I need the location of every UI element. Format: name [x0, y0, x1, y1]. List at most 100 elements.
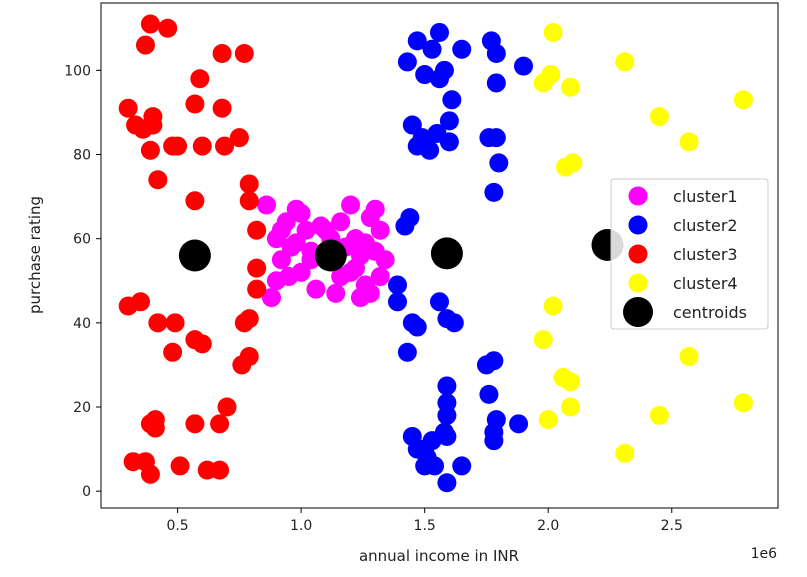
cluster3-point-5	[212, 44, 232, 63]
cluster3-point-6	[118, 98, 138, 118]
x-tick-label-0: 0.5	[166, 518, 188, 534]
cluster4-point-5	[733, 90, 753, 110]
cluster4-point-9	[563, 153, 583, 173]
cluster1-point-31	[341, 195, 361, 215]
cluster1-point-26	[370, 220, 390, 240]
cluster2-point-0	[397, 52, 417, 72]
cluster2-point-31	[444, 313, 464, 333]
cluster2-point-2	[415, 65, 435, 85]
cluster1-point-36	[345, 258, 365, 278]
cluster1-point-29	[375, 250, 395, 270]
cluster3-point-22	[239, 191, 259, 211]
cluster2-point-3	[422, 39, 442, 59]
cluster2-point-51	[425, 456, 445, 476]
cluster4-point-18	[733, 393, 753, 413]
cluster1-point-39	[271, 220, 291, 240]
cluster2-point-9	[439, 111, 459, 131]
legend: cluster1 cluster2 cluster3 cluster4 centroid…	[610, 178, 769, 330]
cluster3-point-19	[148, 170, 168, 190]
cluster3-point-3	[234, 44, 254, 63]
legend-marker-cluster2	[628, 215, 648, 235]
cluster2-point-18	[439, 132, 459, 152]
cluster3-point-0	[140, 14, 160, 34]
cluster2-point-21	[489, 153, 509, 173]
cluster2-point-35	[437, 405, 457, 425]
cluster3-point-24	[247, 258, 267, 278]
cluster2-point-6	[442, 90, 462, 110]
cluster2-point-44	[509, 414, 529, 434]
legend-label-centroids: centroids	[673, 303, 747, 322]
cluster1-point-33	[286, 233, 306, 253]
centroids-point-2	[430, 237, 463, 270]
cluster3-point-38	[217, 397, 237, 417]
x-tick-label-3: 2.0	[537, 518, 559, 534]
legend-label-cluster4: cluster4	[673, 274, 738, 293]
cluster4-point-17	[679, 347, 699, 366]
cluster1-point-32	[331, 267, 351, 287]
cluster2-point-54	[407, 136, 427, 156]
legend-marker-cluster1	[628, 186, 648, 206]
legend-label-cluster1: cluster1	[673, 187, 738, 206]
cluster2-point-29	[430, 292, 449, 312]
cluster2-point-40	[479, 384, 499, 404]
cluster3-point-43	[185, 414, 205, 434]
cluster2-point-20	[486, 128, 506, 148]
cluster3-point-47	[170, 456, 190, 476]
cluster2-point-37	[437, 426, 457, 446]
cluster2-point-4	[430, 22, 449, 42]
legend-marker-centroids	[623, 297, 653, 327]
y-axis-title: purchase rating	[26, 196, 44, 314]
y-tick-label-3: 60	[73, 232, 91, 248]
plot-frame	[100, 2, 779, 509]
cluster3-point-15	[192, 136, 212, 156]
cluster1-point-0	[257, 195, 277, 215]
cluster2-point-26	[387, 292, 407, 312]
cluster1-point-28	[350, 288, 370, 308]
cluster1-point-12	[291, 203, 311, 223]
cluster3-point-31	[192, 334, 212, 354]
cluster4-point-13	[560, 372, 580, 392]
cluster2-point-22	[484, 182, 504, 202]
x-axis: 0.5 1.0 1.5 2.0 2.5	[166, 508, 683, 534]
cluster4-point-7	[679, 132, 699, 152]
cluster3-point-42	[140, 414, 160, 434]
cluster3-point-4	[190, 69, 210, 89]
cluster3-point-8	[212, 98, 232, 118]
cluster4-point-11	[533, 330, 553, 350]
cluster4-point-10	[543, 296, 563, 316]
cluster2-point-24	[400, 208, 420, 228]
cluster3-point-12	[143, 115, 163, 135]
cluster2-point-7	[452, 39, 472, 59]
cluster4-point-3	[560, 77, 580, 97]
cluster4-point-0	[543, 22, 563, 42]
legend-box	[610, 178, 769, 330]
cluster3-point-37	[210, 414, 230, 434]
cluster1-point-13	[306, 279, 326, 299]
cluster3-point-20	[239, 174, 259, 194]
cluster3-point-28	[148, 313, 168, 333]
cluster2-point-32	[397, 342, 417, 362]
cluster4-point-15	[538, 410, 558, 430]
cluster2-point-48	[422, 431, 442, 451]
cluster2-point-28	[407, 317, 427, 337]
centroids-point-1	[314, 239, 347, 272]
x-tick-label-4: 2.5	[661, 518, 683, 534]
x-tick-label-1: 1.0	[290, 518, 312, 534]
cluster3-point-23	[247, 220, 267, 240]
cluster3-point-2	[135, 35, 155, 55]
x-axis-title: annual income in INR	[359, 547, 519, 565]
legend-marker-cluster4	[628, 273, 648, 293]
cluster3-point-1	[158, 18, 178, 38]
legend-label-cluster3: cluster3	[673, 245, 738, 264]
y-tick-label-2: 40	[73, 316, 91, 332]
cluster2-point-1	[407, 31, 427, 51]
cluster3-point-49	[210, 460, 230, 480]
cluster2-point-8	[430, 69, 449, 89]
cluster2-point-25	[387, 275, 407, 295]
cluster3-point-34	[163, 342, 183, 362]
cluster1-point-37	[355, 233, 375, 253]
cluster1-point-11	[279, 267, 299, 287]
cluster3-point-16	[215, 136, 235, 156]
cluster4-point-19	[615, 443, 635, 463]
y-tick-label-4: 80	[73, 148, 91, 164]
